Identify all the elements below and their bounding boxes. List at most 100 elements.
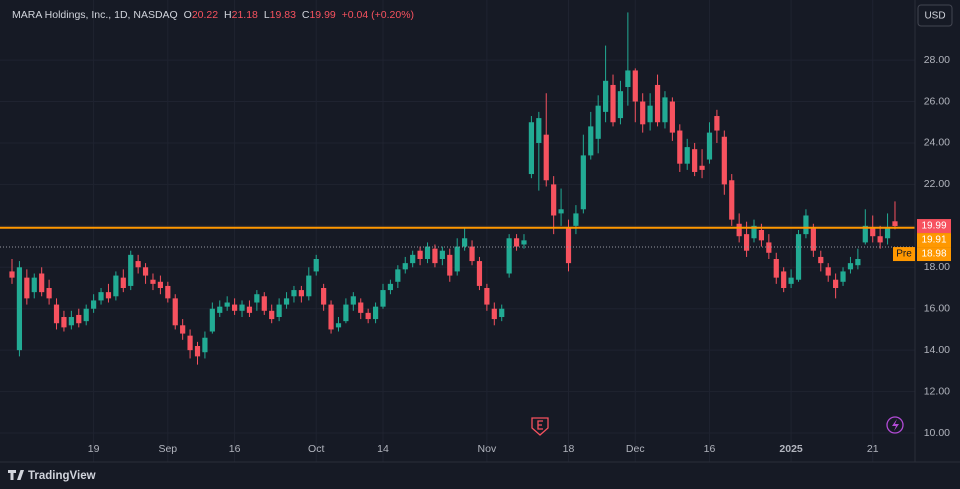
candle-body xyxy=(76,314,82,324)
candle-body xyxy=(276,304,282,318)
candle-body xyxy=(180,325,186,334)
candle-body xyxy=(751,225,757,239)
x-tick-label: 19 xyxy=(88,443,100,455)
x-tick-label: 16 xyxy=(704,443,716,455)
candle-body xyxy=(877,236,883,243)
candle-body xyxy=(113,275,119,297)
candle-body xyxy=(68,317,74,326)
candle-body xyxy=(46,288,52,299)
currency-button[interactable]: USD xyxy=(917,4,953,27)
candle-body xyxy=(24,277,30,299)
candle-body xyxy=(16,267,23,351)
candle-body xyxy=(83,308,89,322)
candle-body xyxy=(387,283,394,291)
candle-body xyxy=(246,306,253,313)
change: +0.04 (+0.20%) xyxy=(342,9,414,21)
candle-body xyxy=(350,296,356,305)
candle-body xyxy=(810,227,816,251)
candle-body xyxy=(847,263,854,270)
candle-body xyxy=(736,223,742,237)
candle-body xyxy=(335,323,342,328)
candle-body xyxy=(654,84,661,123)
legend-header: MARA Holdings, Inc., 1D, NASDAQ O20.22 H… xyxy=(12,9,414,21)
candle-body xyxy=(372,306,379,320)
candle-body xyxy=(543,134,549,181)
candle-body xyxy=(677,130,683,164)
candle-body xyxy=(506,238,512,274)
price-label-box xyxy=(917,219,951,234)
candle-body xyxy=(558,209,564,214)
candle-body xyxy=(291,290,297,297)
candle-body xyxy=(172,298,178,326)
candle-body xyxy=(803,215,809,235)
price-label: 19.99 xyxy=(917,219,951,234)
currency-button-frame xyxy=(917,4,953,27)
candle-body xyxy=(855,258,861,266)
candle-body xyxy=(721,136,727,185)
candle-body xyxy=(283,298,290,305)
candle-body xyxy=(417,250,423,259)
candle-body xyxy=(729,180,735,220)
candle-body xyxy=(625,70,631,88)
candle-body xyxy=(209,308,215,332)
lightning-icon xyxy=(892,419,899,431)
candle-body xyxy=(217,306,223,313)
x-tick-label: 14 xyxy=(377,443,389,455)
candle-body xyxy=(432,248,438,264)
candle-body xyxy=(61,317,67,328)
candle-body xyxy=(758,229,765,241)
candle-body xyxy=(439,250,445,259)
candle-body xyxy=(536,118,542,143)
candle-body xyxy=(306,275,312,297)
x-tick-label: Dec xyxy=(626,443,645,455)
brand[interactable]: TradingView xyxy=(8,470,96,482)
currency[interactable]: USD xyxy=(924,11,945,22)
earnings-badge[interactable] xyxy=(531,417,549,436)
candle-body xyxy=(313,258,319,272)
x-tick-label: 16 xyxy=(229,443,241,455)
candle-body xyxy=(165,285,171,299)
candle-body xyxy=(31,277,37,293)
open-value: 20.22 xyxy=(192,9,218,21)
candle-body xyxy=(588,126,594,156)
y-tick-label: 18.00 xyxy=(924,261,950,273)
candle-body xyxy=(358,302,364,313)
candle-body xyxy=(194,346,201,357)
candle-body xyxy=(157,281,163,289)
candle-body xyxy=(603,80,609,112)
candle-body xyxy=(105,292,112,299)
brand-name[interactable]: TradingView xyxy=(28,470,96,482)
candle-body xyxy=(261,296,267,311)
dividend-badge[interactable] xyxy=(886,416,904,434)
price-label-value: 18.98 xyxy=(921,249,946,260)
x-tick-label: Nov xyxy=(478,443,497,455)
candle-body xyxy=(484,288,490,305)
low-label: L xyxy=(264,9,270,21)
candle-body xyxy=(580,155,586,210)
candle-body xyxy=(224,302,230,307)
y-tick-label: 14.00 xyxy=(924,344,950,356)
candle-body xyxy=(833,279,839,289)
close-value: 19.99 xyxy=(309,9,335,21)
candle-body xyxy=(239,304,245,311)
candle-body xyxy=(884,227,891,239)
candle-body xyxy=(706,132,713,160)
candle-body xyxy=(53,304,60,324)
candle-body xyxy=(795,234,802,280)
open-label: O xyxy=(184,9,192,21)
candle-body xyxy=(699,165,705,170)
candle-body xyxy=(410,254,416,264)
candle-body xyxy=(773,258,779,278)
candle-body xyxy=(714,116,720,131)
candle-body xyxy=(202,337,208,353)
candle-body xyxy=(862,225,868,243)
price-label-value: 19.99 xyxy=(921,221,946,232)
x-tick-label: 2025 xyxy=(779,443,803,455)
brand-logo xyxy=(8,470,24,480)
earnings-icon xyxy=(537,420,543,430)
candle-body xyxy=(469,246,475,262)
candle-body xyxy=(892,221,898,227)
x-tick-label: 21 xyxy=(867,443,879,455)
candle-body xyxy=(595,105,601,139)
